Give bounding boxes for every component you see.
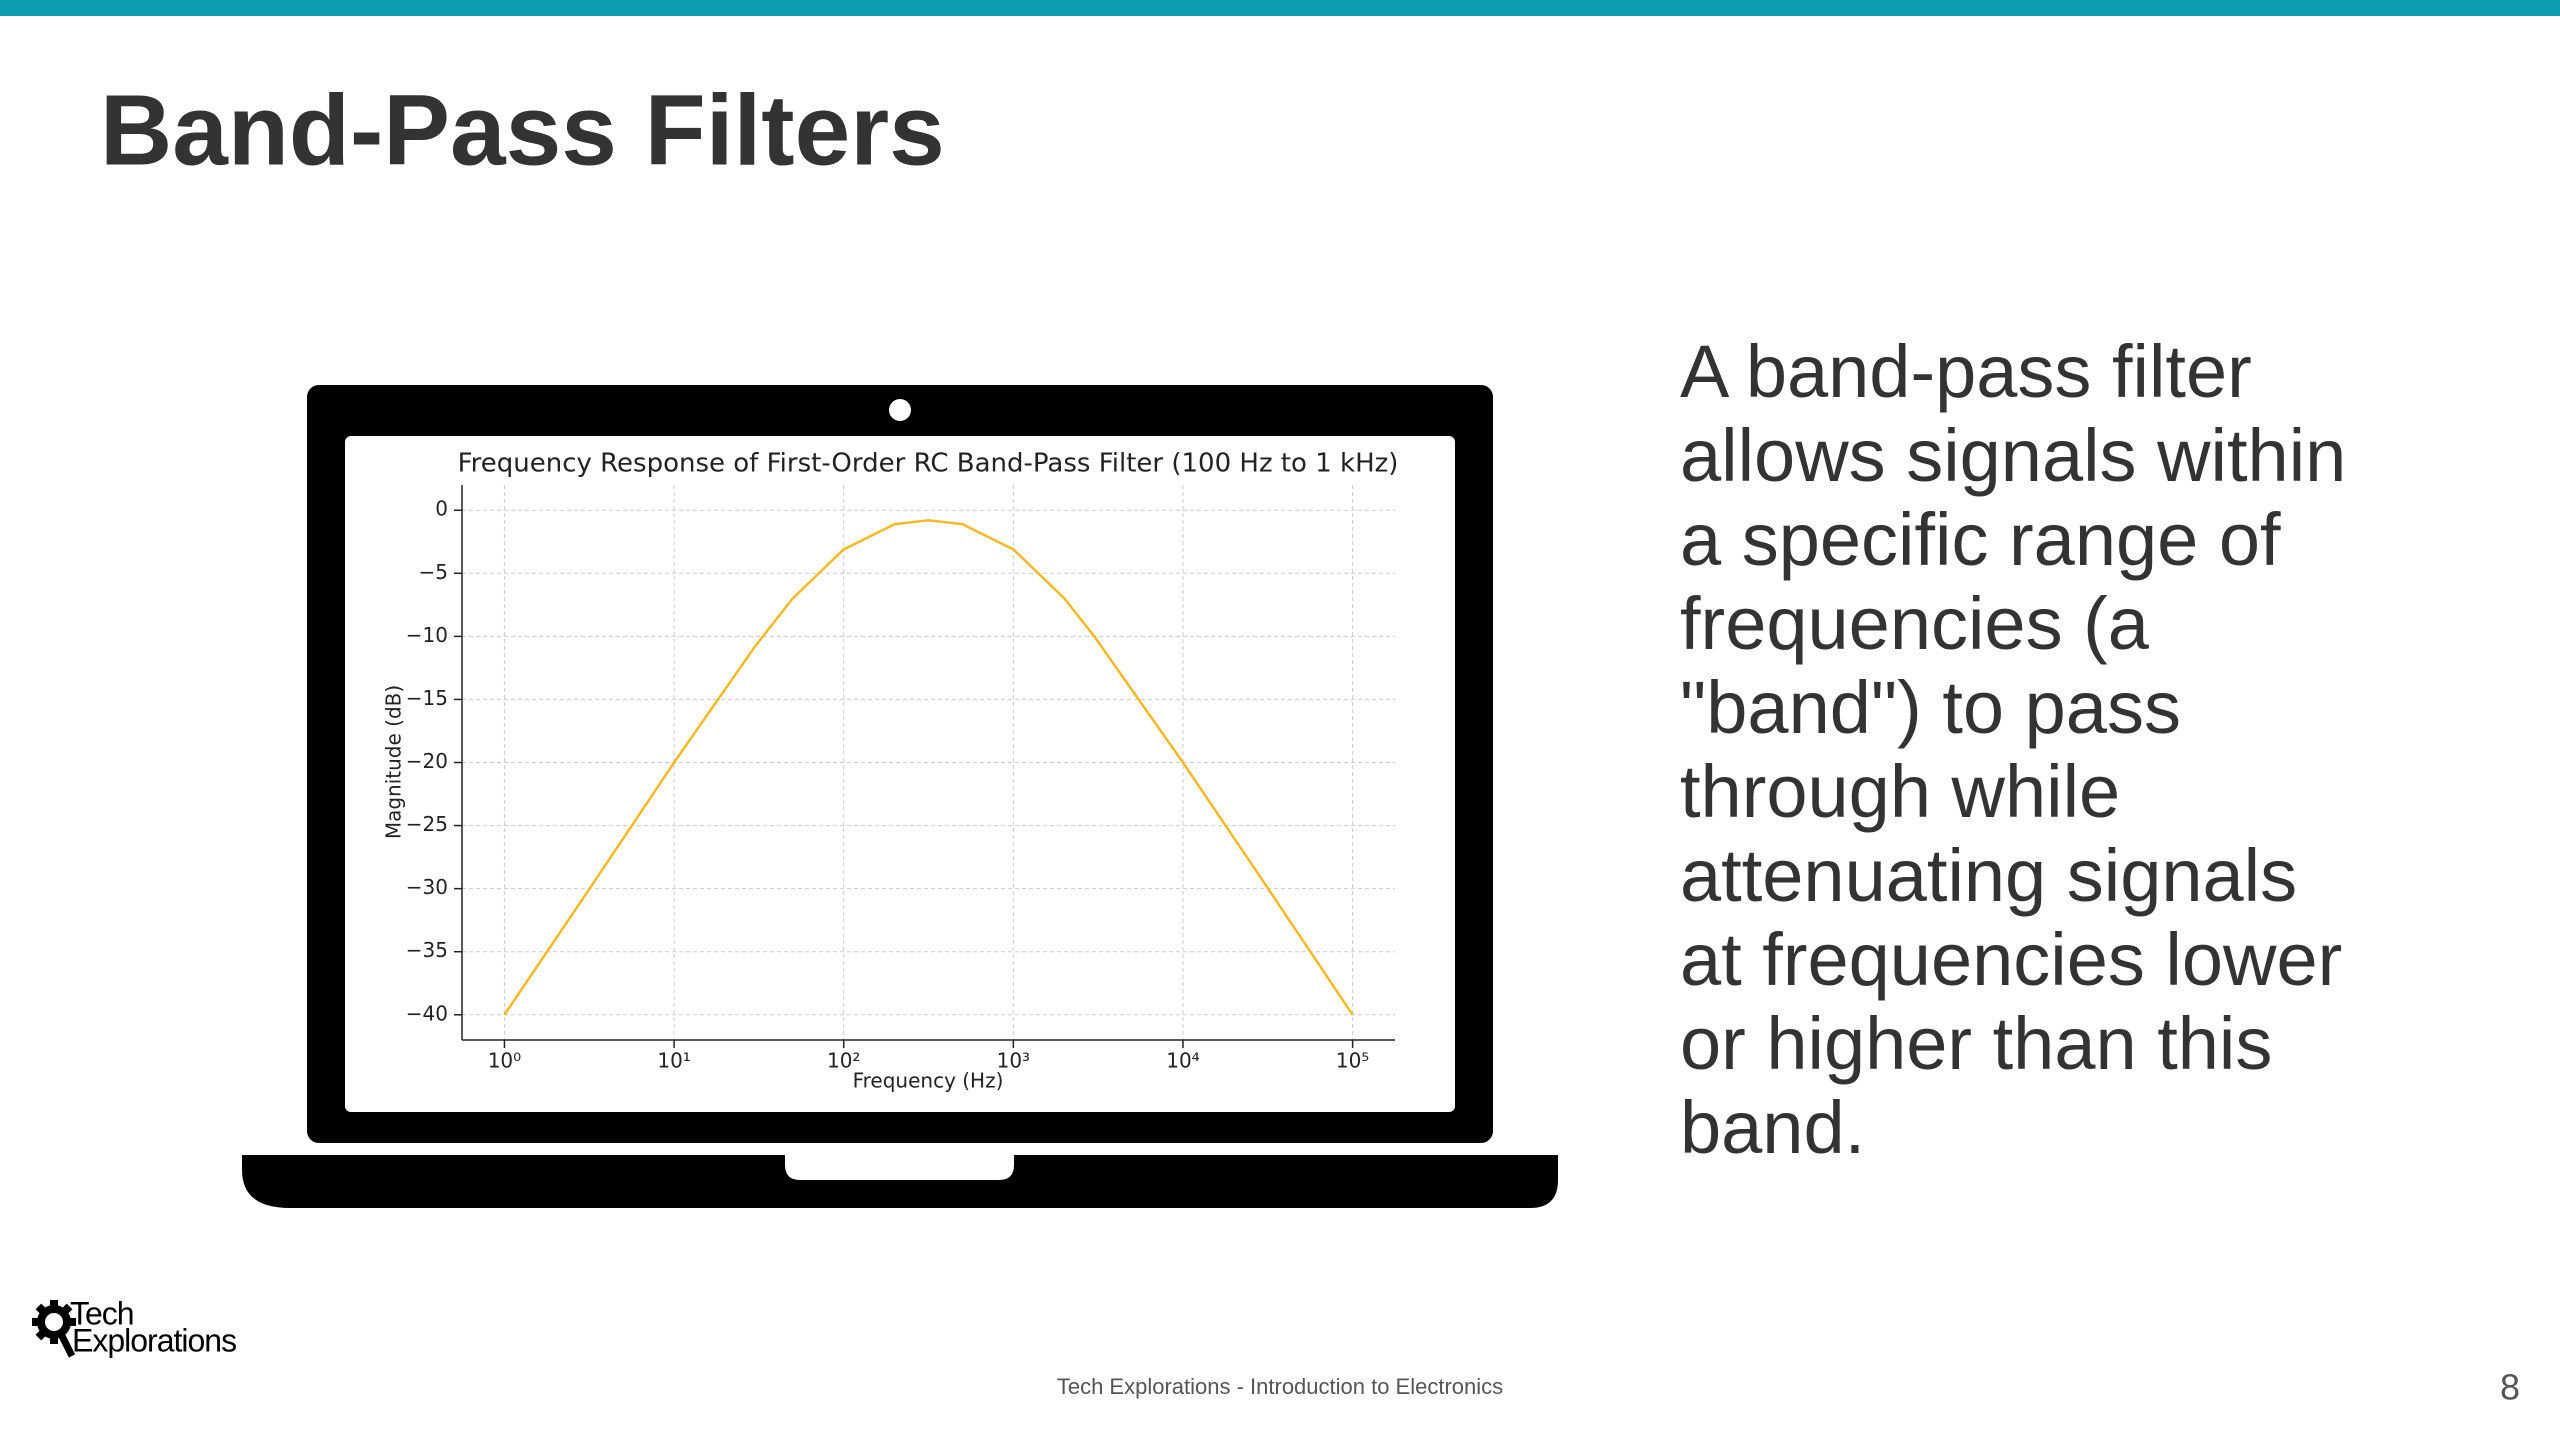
x-tick-label: 10⁰	[488, 1049, 521, 1073]
laptop-base	[242, 1155, 1558, 1208]
y-tick-label: −10	[406, 623, 448, 647]
y-tick-label: −35	[406, 938, 448, 962]
x-axis-label: Frequency (Hz)	[853, 1069, 1004, 1093]
logo-text: Explorations	[72, 1322, 236, 1358]
y-tick-label: −25	[406, 812, 448, 836]
x-tick-label: 10³	[997, 1049, 1030, 1073]
body-text: A band-pass filter allows signals within…	[1680, 330, 2347, 1169]
chart-title: Frequency Response of First-Order RC Ban…	[458, 449, 1399, 479]
y-tick-label: 0	[435, 497, 448, 521]
y-tick-label: −15	[406, 686, 448, 710]
x-tick-label: 10⁵	[1336, 1049, 1369, 1073]
slide-title: Band-Pass Filters	[100, 74, 945, 186]
y-tick-label: −30	[406, 875, 448, 899]
y-axis-label: Magnitude (dB)	[382, 685, 406, 839]
chart: Frequency Response of First-Order RC Ban…	[382, 449, 1399, 1093]
x-tick-label: 10¹	[657, 1049, 690, 1073]
y-tick-label: −40	[406, 1001, 448, 1025]
x-tick-label: 10⁴	[1166, 1049, 1199, 1073]
data-line	[503, 519, 1354, 1016]
laptop-display	[345, 436, 1455, 1112]
top-bar	[0, 0, 2560, 16]
laptop-camera	[889, 399, 911, 421]
logo-gear	[32, 1300, 76, 1358]
footer: Tech Explorations - Introduction to Elec…	[1057, 1374, 1503, 1399]
page-number: 8	[2500, 1367, 2520, 1408]
x-tick-label: 10²	[827, 1049, 860, 1073]
laptop-notch	[785, 1155, 1014, 1180]
logo: Tech Explorations	[32, 1295, 237, 1358]
logo-text: Tech	[70, 1295, 134, 1331]
y-tick-label: −5	[419, 560, 448, 584]
y-tick-label: −20	[406, 749, 448, 773]
